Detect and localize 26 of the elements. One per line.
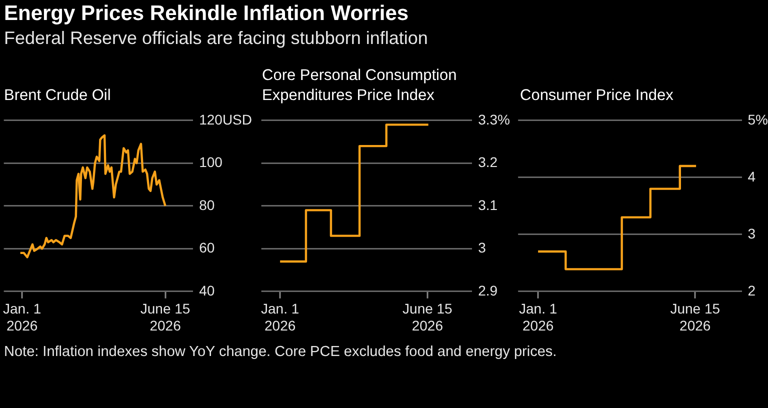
y-tick-label: 2 xyxy=(748,282,756,298)
y-tick-label: 100 xyxy=(199,154,223,170)
y-tick-label: 60 xyxy=(199,240,215,256)
chart-title: Consumer Price Index xyxy=(519,86,674,106)
text: Energy Prices Rekindle Inflation Worries xyxy=(4,2,409,26)
chart-title: Core Personal Consumption Expenditures Price Index xyxy=(261,66,458,106)
y-tick-label: 4 xyxy=(748,168,756,184)
y-tick-label: 40 xyxy=(199,282,215,298)
x-tick-label: June 15 2026 xyxy=(402,300,453,334)
x-tick-label: Jan. 1 2026 xyxy=(3,300,42,334)
y-tick-label: 3 xyxy=(748,225,756,242)
text: Note: Inflation indexes show YoY change. Core PCE excludes food and energy prices. xyxy=(4,344,557,360)
y-tick-label: 5% xyxy=(748,111,768,128)
y-tick-label: 3 xyxy=(478,240,486,256)
y-tick-label: 120USD xyxy=(199,111,252,128)
chart-title: Brent Crude Oil xyxy=(3,86,112,106)
y-tick-label: 3.1 xyxy=(478,196,498,213)
y-tick-label: 3.2 xyxy=(478,154,498,170)
x-tick-label: Jan. 1 2026 xyxy=(519,300,558,334)
x-tick-label: June 15 2026 xyxy=(670,300,720,334)
y-tick-label: 3.3% xyxy=(478,111,510,128)
x-tick-label: June 15 2026 xyxy=(140,300,190,334)
text: Federal Reserve officials are facing stubborn inflation xyxy=(4,28,428,49)
x-tick-label: Jan. 1 2026 xyxy=(261,300,300,334)
y-tick-label: 80 xyxy=(199,196,215,213)
y-tick-label: 2.9 xyxy=(478,282,498,298)
